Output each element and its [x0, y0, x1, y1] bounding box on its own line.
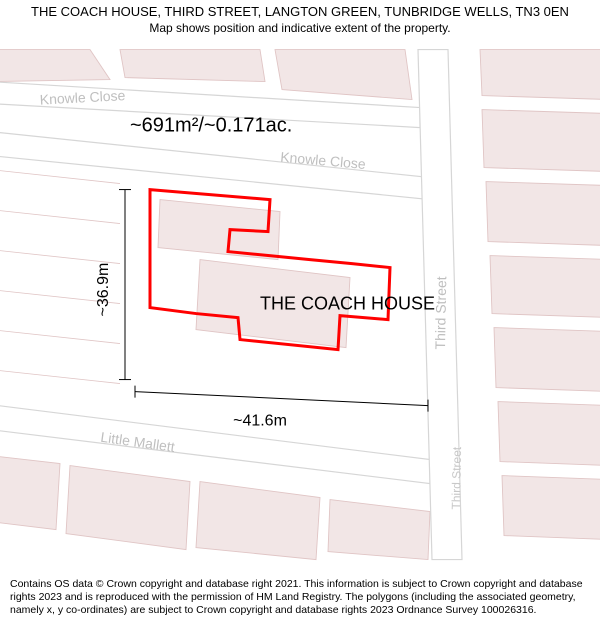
building: [0, 456, 60, 530]
building: [482, 110, 600, 172]
property-label: THE COACH HOUSE: [260, 294, 435, 314]
map-svg: Knowle CloseKnowle CloseThird StreetThir…: [0, 38, 600, 571]
footer-attribution: Contains OS data © Crown copyright and d…: [0, 572, 600, 625]
building: [490, 256, 600, 318]
dimension-label: ~36.9m: [95, 263, 112, 317]
header: THE COACH HOUSE, THIRD STREET, LANGTON G…: [0, 0, 600, 38]
building: [498, 402, 600, 466]
road-label: Third Street: [449, 447, 464, 511]
building: [480, 50, 600, 100]
building: [0, 50, 110, 82]
building: [494, 328, 600, 392]
building: [502, 476, 600, 540]
dimension-label: ~41.6m: [233, 413, 287, 430]
building: [486, 182, 600, 246]
building: [120, 50, 265, 82]
header-subtitle: Map shows position and indicative extent…: [8, 21, 592, 37]
area-label: ~691m²/~0.171ac.: [130, 115, 292, 137]
page-container: THE COACH HOUSE, THIRD STREET, LANGTON G…: [0, 0, 600, 625]
map-area: Knowle CloseKnowle CloseThird StreetThir…: [0, 38, 600, 571]
header-title: THE COACH HOUSE, THIRD STREET, LANGTON G…: [8, 4, 592, 21]
